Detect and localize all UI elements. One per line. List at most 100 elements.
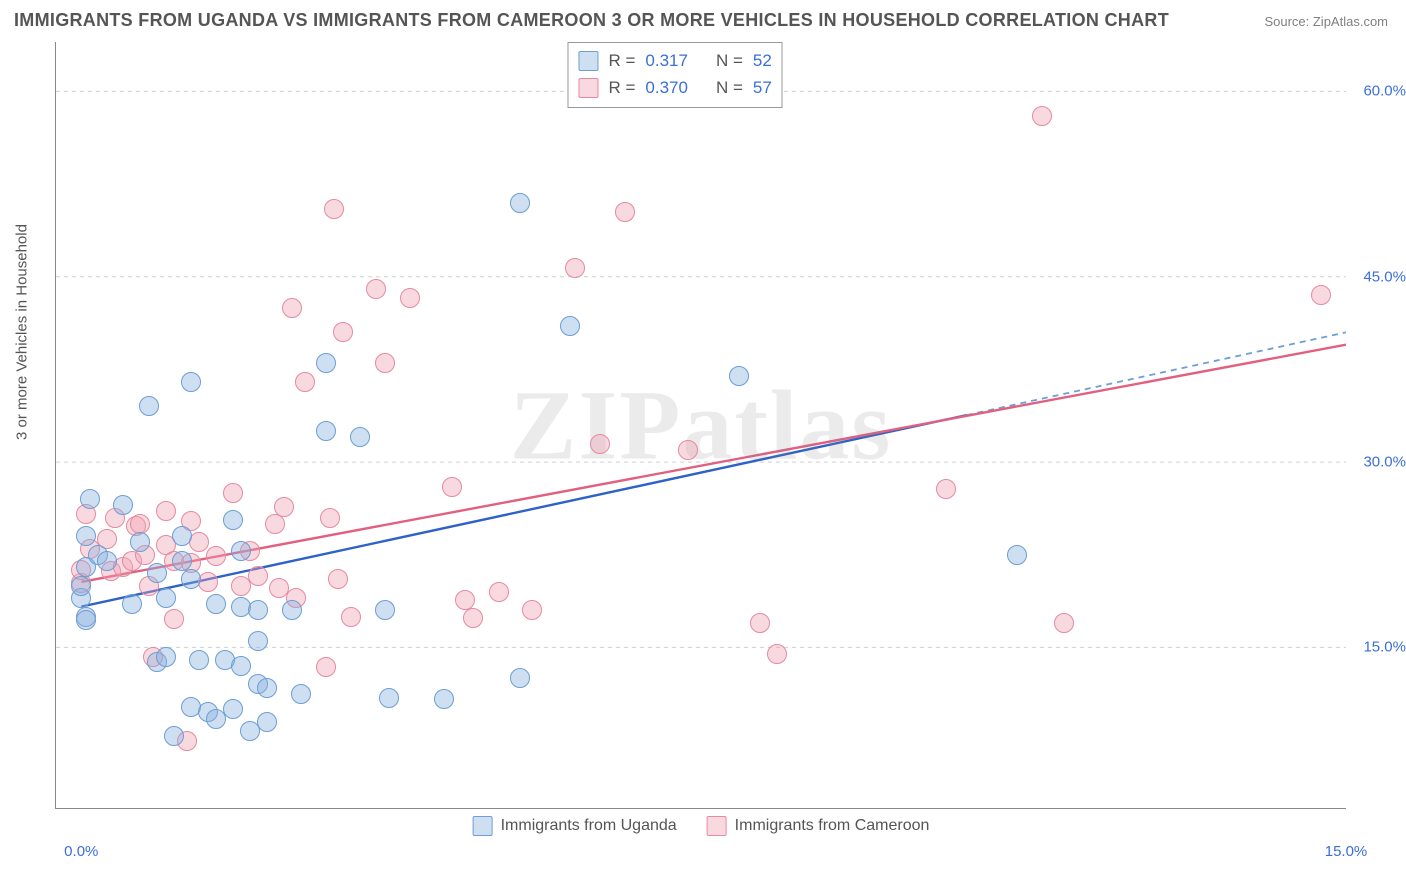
dot-uganda	[257, 712, 277, 732]
dot-uganda	[248, 600, 268, 620]
dot-cameroon	[295, 372, 315, 392]
legend-series: Immigrants from Uganda Immigrants from C…	[473, 816, 930, 836]
dot-cameroon	[156, 501, 176, 521]
dot-cameroon	[206, 546, 226, 566]
dot-uganda	[113, 495, 133, 515]
dot-uganda	[434, 689, 454, 709]
dot-uganda	[316, 421, 336, 441]
r-label-b: R =	[608, 74, 635, 101]
dot-uganda	[71, 576, 91, 596]
dot-cameroon	[442, 477, 462, 497]
dot-cameroon	[248, 566, 268, 586]
dot-uganda	[729, 366, 749, 386]
legend-label-b: Immigrants from Cameroon	[735, 817, 930, 835]
dot-uganda	[181, 569, 201, 589]
dot-uganda	[76, 610, 96, 630]
dot-cameroon	[320, 508, 340, 528]
dot-cameroon	[767, 644, 787, 664]
swatch-a-icon	[578, 51, 598, 71]
dot-uganda	[350, 427, 370, 447]
dot-cameroon	[565, 258, 585, 278]
dot-cameroon	[333, 322, 353, 342]
y-tick-label: 15.0%	[1351, 639, 1406, 656]
dot-uganda	[316, 353, 336, 373]
dot-cameroon	[615, 202, 635, 222]
dot-uganda	[189, 650, 209, 670]
legend-row-a: R = 0.317 N = 52	[578, 47, 771, 74]
dot-uganda	[181, 372, 201, 392]
dot-uganda	[139, 396, 159, 416]
n-value-b: 57	[753, 74, 772, 101]
dot-uganda	[560, 316, 580, 336]
swatch-b-icon	[578, 78, 598, 98]
dot-cameroon	[1054, 613, 1074, 633]
dot-cameroon	[366, 279, 386, 299]
dot-cameroon	[1032, 106, 1052, 126]
r-value-b: 0.370	[645, 74, 688, 101]
legend-label-a: Immigrants from Uganda	[501, 817, 677, 835]
svg-layer	[56, 42, 1346, 808]
n-label-a: N =	[716, 47, 743, 74]
legend-item-a: Immigrants from Uganda	[473, 816, 677, 836]
dot-cameroon	[328, 569, 348, 589]
dot-cameroon	[274, 497, 294, 517]
dot-uganda	[282, 600, 302, 620]
dot-uganda	[156, 588, 176, 608]
dot-cameroon	[489, 582, 509, 602]
dot-uganda	[156, 647, 176, 667]
chart-title: IMMIGRANTS FROM UGANDA VS IMMIGRANTS FRO…	[14, 10, 1169, 31]
dot-cameroon	[590, 434, 610, 454]
dot-uganda	[1007, 545, 1027, 565]
dot-cameroon	[223, 483, 243, 503]
dot-cameroon	[265, 514, 285, 534]
r-value-a: 0.317	[645, 47, 688, 74]
dot-cameroon	[936, 479, 956, 499]
dot-cameroon	[324, 199, 344, 219]
y-axis-label: 3 or more Vehicles in Household	[14, 224, 31, 440]
dot-cameroon	[316, 657, 336, 677]
legend-item-b: Immigrants from Cameroon	[707, 816, 930, 836]
dot-uganda	[164, 726, 184, 746]
dot-cameroon	[282, 298, 302, 318]
n-value-a: 52	[753, 47, 772, 74]
dot-cameroon	[750, 613, 770, 633]
n-label-b: N =	[716, 74, 743, 101]
dot-uganda	[76, 526, 96, 546]
x-tick-label: 15.0%	[1325, 843, 1368, 860]
dot-uganda	[172, 551, 192, 571]
swatch-b-icon	[707, 816, 727, 836]
legend-row-b: R = 0.370 N = 57	[578, 74, 771, 101]
dot-uganda	[147, 563, 167, 583]
dot-uganda	[257, 678, 277, 698]
legend-correlation: R = 0.317 N = 52 R = 0.370 N = 57	[567, 42, 782, 108]
dot-uganda	[223, 510, 243, 530]
swatch-a-icon	[473, 816, 493, 836]
plot-area: ZIPatlas R = 0.317 N = 52 R = 0.370 N = …	[55, 42, 1346, 809]
dot-uganda	[510, 668, 530, 688]
dot-uganda	[379, 688, 399, 708]
dot-uganda	[231, 541, 251, 561]
dot-uganda	[223, 699, 243, 719]
dot-uganda	[248, 631, 268, 651]
dot-uganda	[80, 489, 100, 509]
dot-cameroon	[678, 440, 698, 460]
dot-uganda	[130, 532, 150, 552]
dot-cameroon	[130, 514, 150, 534]
y-tick-label: 60.0%	[1351, 83, 1406, 100]
dot-cameroon	[341, 607, 361, 627]
chart-root: IMMIGRANTS FROM UGANDA VS IMMIGRANTS FRO…	[0, 0, 1406, 892]
dot-uganda	[122, 594, 142, 614]
y-tick-label: 45.0%	[1351, 268, 1406, 285]
dot-cameroon	[522, 600, 542, 620]
dot-uganda	[291, 684, 311, 704]
r-label-a: R =	[608, 47, 635, 74]
dot-cameroon	[164, 609, 184, 629]
dot-cameroon	[400, 288, 420, 308]
source-label: Source: ZipAtlas.com	[1264, 14, 1388, 29]
dot-cameroon	[375, 353, 395, 373]
dot-uganda	[97, 551, 117, 571]
y-tick-label: 30.0%	[1351, 454, 1406, 471]
dot-uganda	[172, 526, 192, 546]
dot-uganda	[231, 656, 251, 676]
x-tick-label: 0.0%	[64, 843, 98, 860]
